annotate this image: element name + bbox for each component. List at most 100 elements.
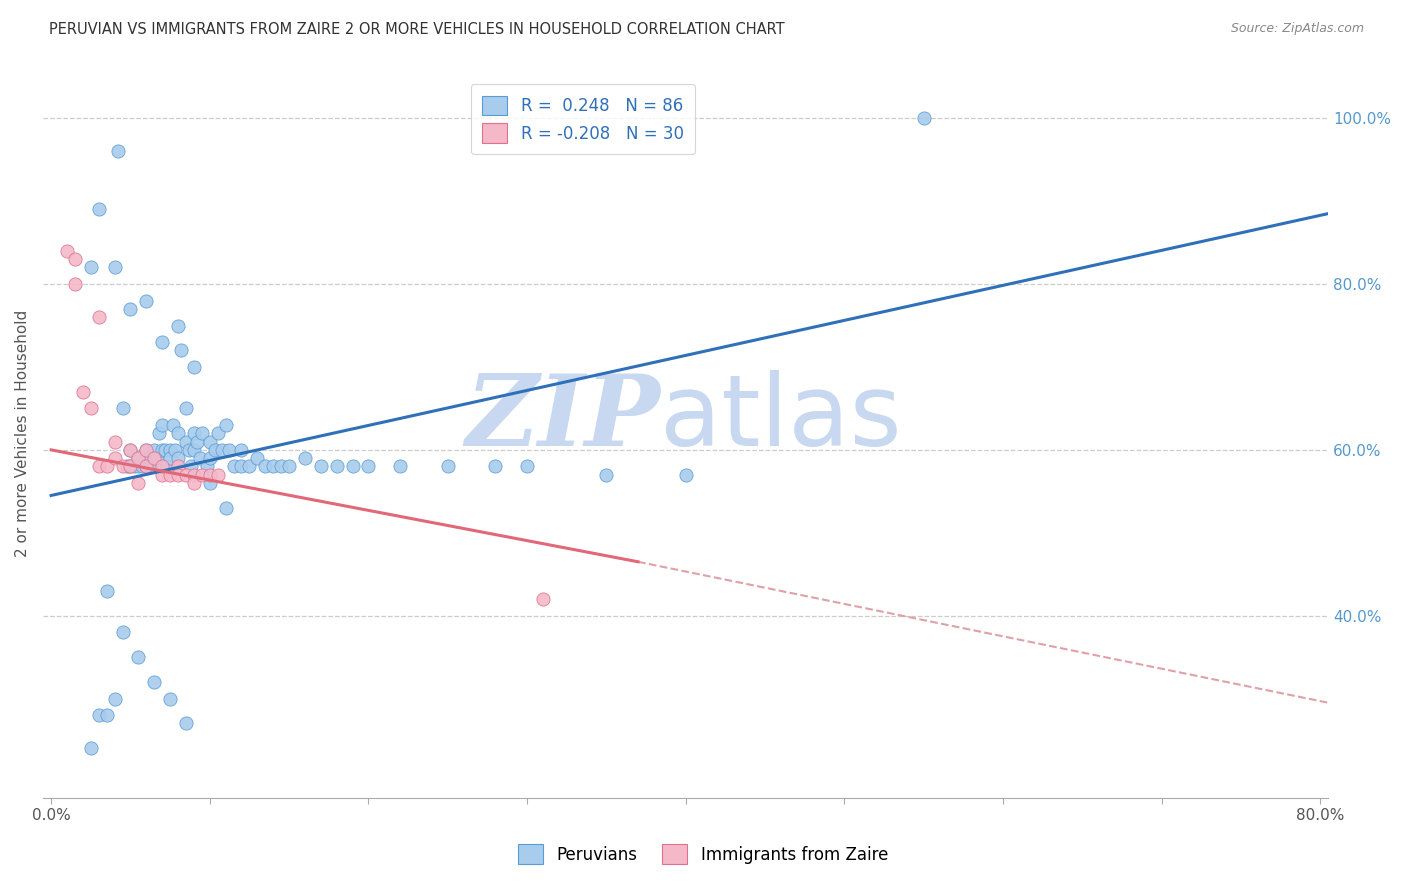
Point xyxy=(150,417,173,432)
Point xyxy=(143,675,166,690)
Point xyxy=(231,442,253,457)
Point xyxy=(207,426,229,441)
Point xyxy=(120,301,142,316)
Point xyxy=(159,442,181,457)
Point xyxy=(72,384,94,399)
Point xyxy=(188,451,211,466)
Point xyxy=(122,459,145,474)
Point xyxy=(120,442,142,457)
Point xyxy=(484,459,506,474)
Point xyxy=(63,277,86,291)
Point xyxy=(87,459,110,474)
Point xyxy=(150,467,173,482)
Point xyxy=(516,459,538,474)
Point xyxy=(135,293,157,308)
Point xyxy=(143,442,166,457)
Point xyxy=(120,442,142,457)
Point xyxy=(912,112,935,126)
Point xyxy=(389,459,412,474)
Point xyxy=(214,500,236,515)
Point xyxy=(146,451,169,466)
Point xyxy=(195,459,218,474)
Point xyxy=(150,335,173,350)
Point xyxy=(120,459,142,474)
Point xyxy=(159,467,181,482)
Point xyxy=(174,401,197,416)
Point xyxy=(80,741,103,756)
Point xyxy=(325,459,347,474)
Point xyxy=(87,310,110,325)
Point xyxy=(143,459,166,474)
Point xyxy=(155,442,177,457)
Text: PERUVIAN VS IMMIGRANTS FROM ZAIRE 2 OR MORE VEHICLES IN HOUSEHOLD CORRELATION CH: PERUVIAN VS IMMIGRANTS FROM ZAIRE 2 OR M… xyxy=(49,22,785,37)
Point xyxy=(167,426,190,441)
Point xyxy=(103,691,125,706)
Point xyxy=(174,716,197,731)
Point xyxy=(191,467,214,482)
Point xyxy=(111,459,134,474)
Point xyxy=(87,202,110,217)
Point xyxy=(107,145,129,159)
Point xyxy=(211,442,233,457)
Point xyxy=(156,459,179,474)
Point xyxy=(183,359,205,374)
Text: atlas: atlas xyxy=(659,370,901,467)
Point xyxy=(138,451,160,466)
Point xyxy=(135,459,157,474)
Text: ZIP: ZIP xyxy=(465,370,659,467)
Legend: Peruvians, Immigrants from Zaire: Peruvians, Immigrants from Zaire xyxy=(512,838,894,871)
Point xyxy=(191,426,214,441)
Point xyxy=(150,459,173,474)
Point xyxy=(183,476,205,491)
Point xyxy=(63,252,86,267)
Point xyxy=(246,451,269,466)
Point xyxy=(238,459,260,474)
Point xyxy=(174,467,197,482)
Y-axis label: 2 or more Vehicles in Household: 2 or more Vehicles in Household xyxy=(15,310,30,557)
Point xyxy=(111,625,134,640)
Point xyxy=(143,451,166,466)
Point xyxy=(167,459,190,474)
Point xyxy=(270,459,292,474)
Point xyxy=(163,442,186,457)
Point xyxy=(127,650,149,665)
Point xyxy=(150,442,173,457)
Point xyxy=(207,467,229,482)
Point xyxy=(96,459,118,474)
Point xyxy=(180,459,202,474)
Point xyxy=(436,459,458,474)
Point xyxy=(198,476,221,491)
Point xyxy=(148,426,170,441)
Point xyxy=(56,244,79,258)
Point xyxy=(127,459,149,474)
Point xyxy=(167,451,190,466)
Point xyxy=(186,434,208,449)
Point xyxy=(80,401,103,416)
Point xyxy=(127,451,149,466)
Point xyxy=(135,459,157,474)
Point xyxy=(231,459,253,474)
Point xyxy=(222,459,245,474)
Point xyxy=(531,592,554,607)
Legend: R =  0.248   N = 86, R = -0.208   N = 30: R = 0.248 N = 86, R = -0.208 N = 30 xyxy=(471,84,695,154)
Point xyxy=(139,459,162,474)
Point xyxy=(159,691,181,706)
Point xyxy=(170,343,193,358)
Point xyxy=(111,401,134,416)
Point xyxy=(218,442,240,457)
Point xyxy=(103,260,125,275)
Point xyxy=(131,459,153,474)
Point xyxy=(96,708,118,723)
Text: Source: ZipAtlas.com: Source: ZipAtlas.com xyxy=(1230,22,1364,36)
Point xyxy=(87,708,110,723)
Point xyxy=(162,417,184,432)
Point xyxy=(595,467,617,482)
Point xyxy=(309,459,332,474)
Point xyxy=(198,451,221,466)
Point xyxy=(183,426,205,441)
Point xyxy=(183,442,205,457)
Point xyxy=(179,442,201,457)
Point xyxy=(167,318,190,333)
Point xyxy=(127,476,149,491)
Point xyxy=(135,442,157,457)
